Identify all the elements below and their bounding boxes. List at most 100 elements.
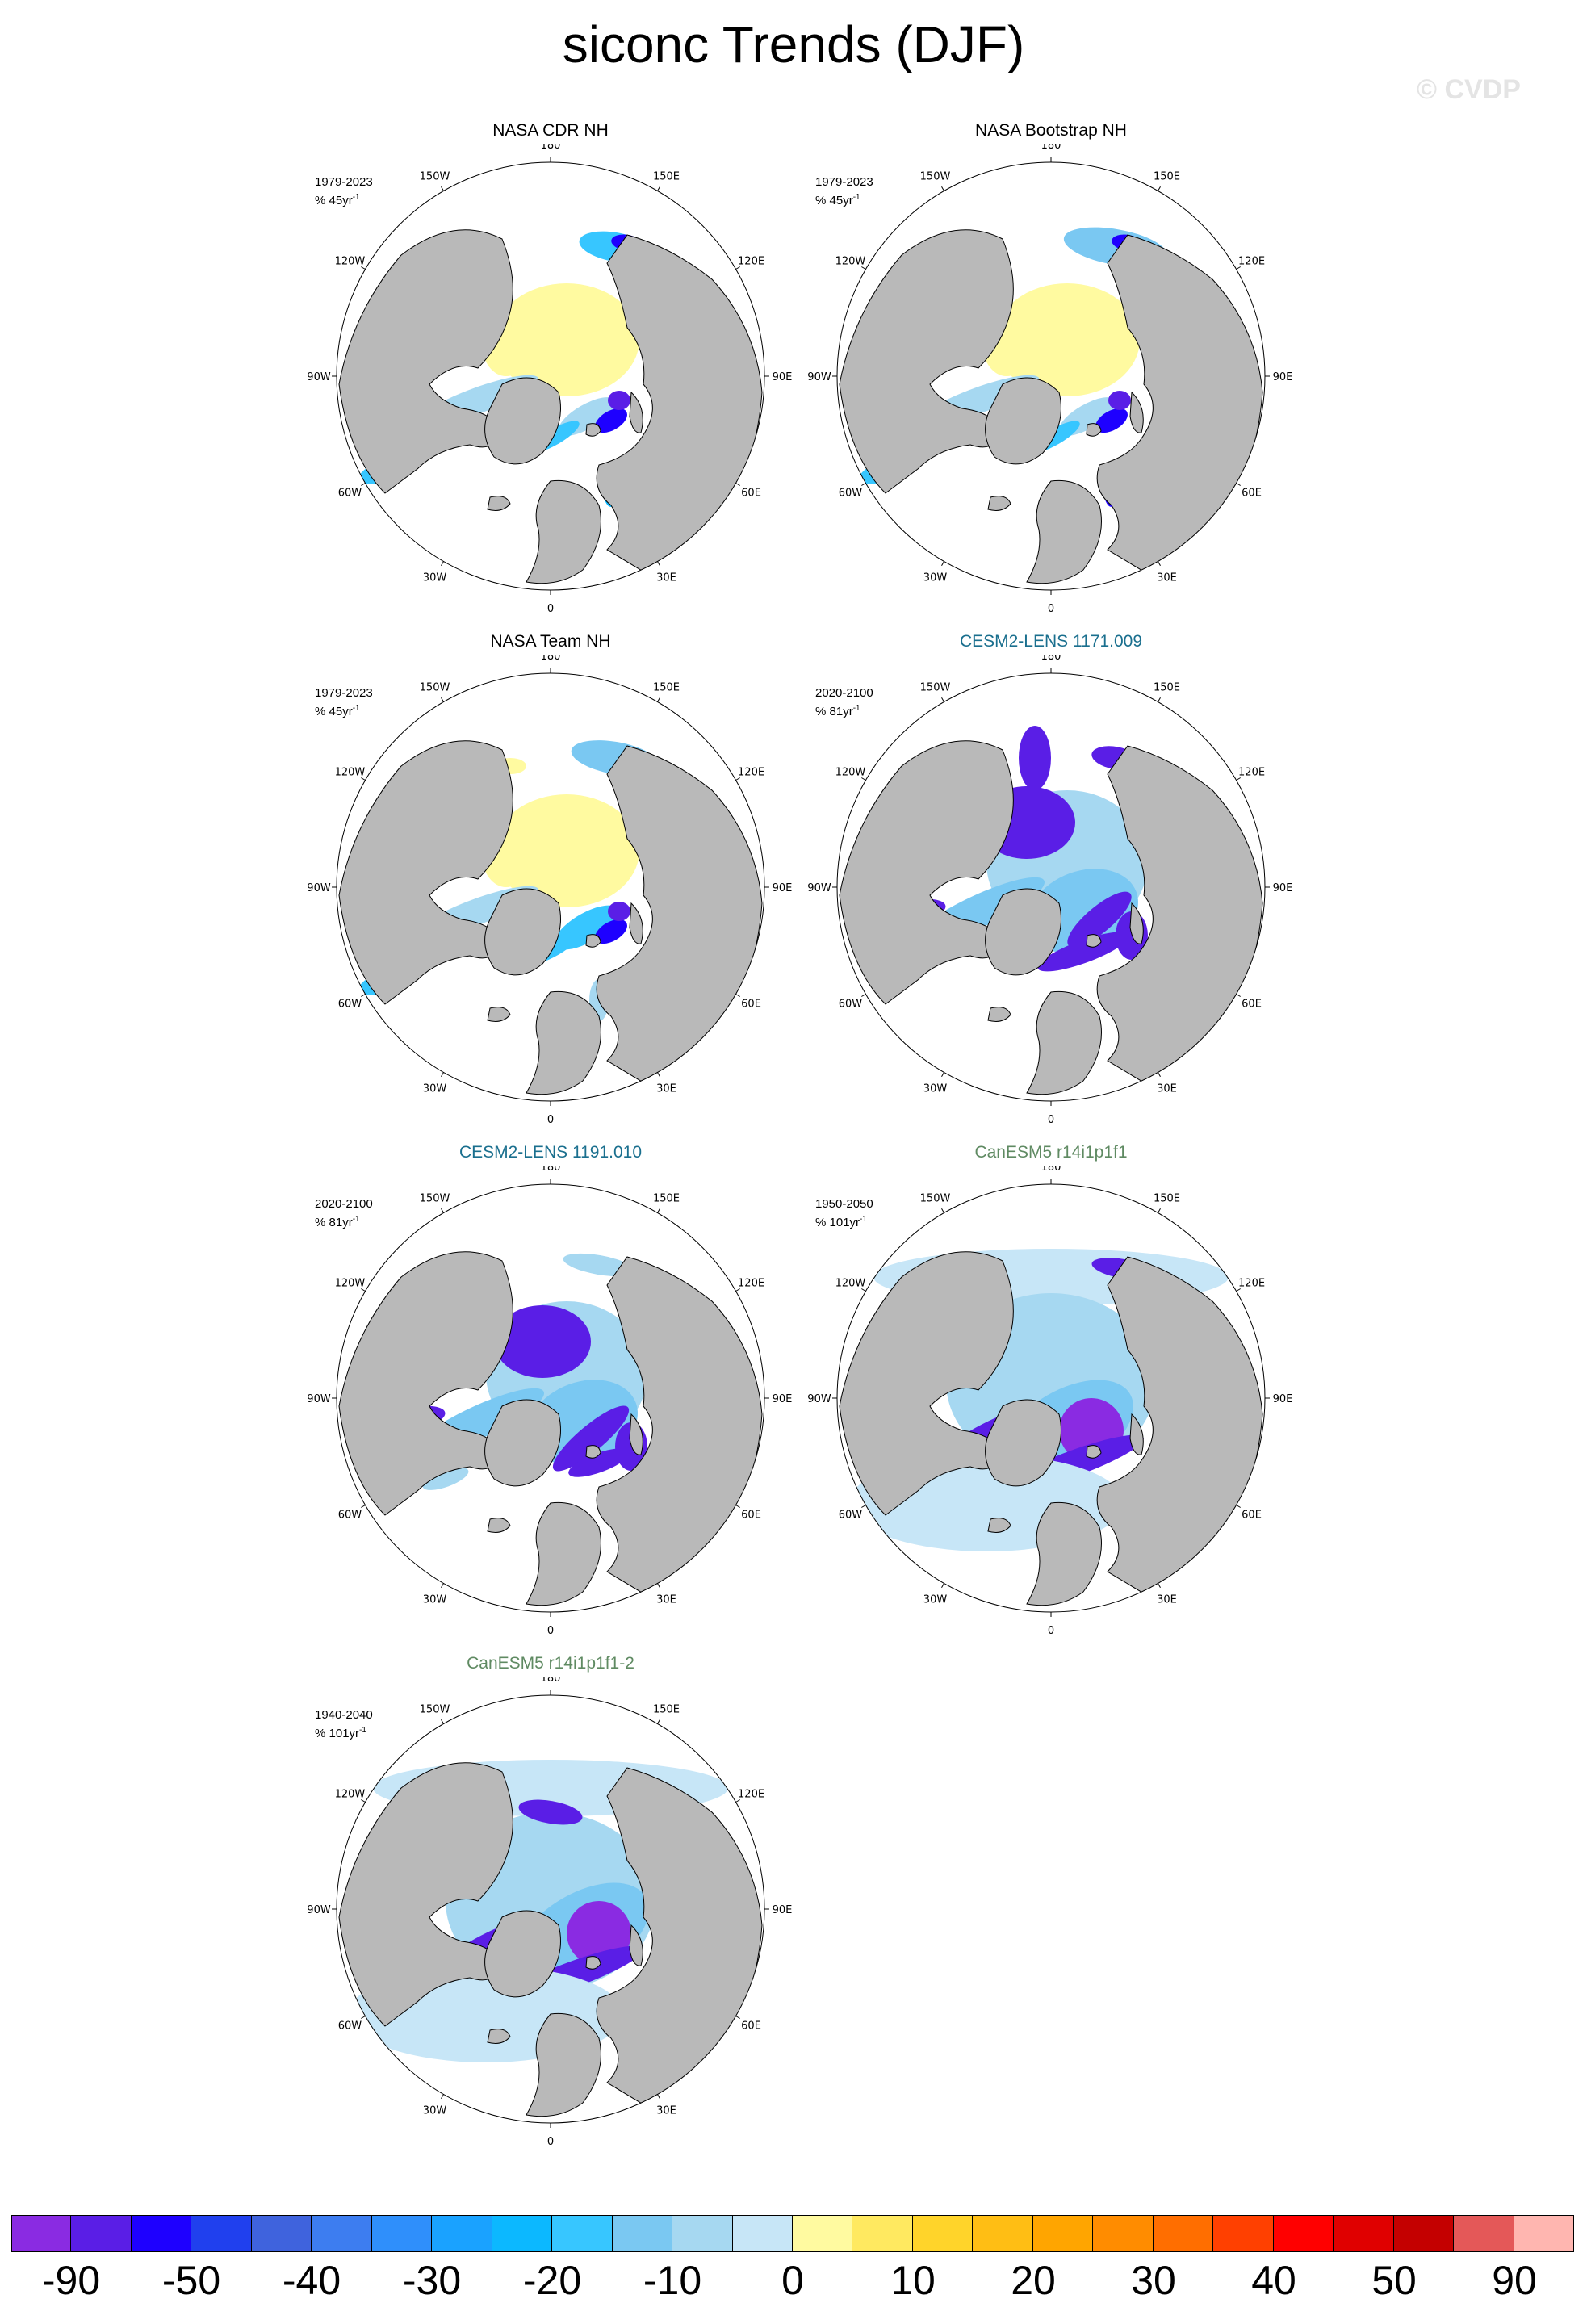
colorbar-swatch xyxy=(1334,2215,1394,2252)
longitude-tick xyxy=(657,186,660,191)
colorbar xyxy=(11,2215,1574,2255)
longitude-label: 60E xyxy=(741,488,761,500)
longitude-tick xyxy=(361,2016,366,2019)
longitude-label: 90W xyxy=(307,371,331,383)
longitude-tick xyxy=(1158,1583,1161,1588)
map-panel: NASA Bootstrap NH 1979-2023% 45yr-1 180 150… xyxy=(801,121,1301,613)
land-mass xyxy=(596,1256,763,1597)
longitude-label: 30W xyxy=(423,1594,447,1606)
longitude-label: 30E xyxy=(656,1083,676,1095)
period-units: % 81yr-1 xyxy=(315,1212,373,1230)
sea-ice-trend-patch xyxy=(595,919,627,944)
longitude-label: 180 xyxy=(541,144,561,152)
map-panel: NASA Team NH 1979-2023% 45yr-1 180 150E 120E… xyxy=(300,632,801,1124)
colorbar-swatch xyxy=(1514,2215,1574,2252)
colorbar-swatch xyxy=(312,2215,372,2252)
polar-stereographic-map: 180 150E 120E 90E 60E 30E 0 30W 60W 90W 120W 150W xyxy=(807,144,1293,612)
longitude-tick xyxy=(1236,1288,1241,1292)
land-mass xyxy=(585,1445,601,1459)
land-mass xyxy=(487,1518,511,1533)
land-mass xyxy=(839,229,1014,494)
longitude-label: 60E xyxy=(741,1510,761,1522)
longitude-tick xyxy=(361,777,366,781)
colorbar-swatch xyxy=(793,2215,853,2252)
sea-ice-trend-patch xyxy=(422,1468,469,1490)
map-panel: CESM2-LENS 1171.009 2020-2100% 81yr-1 180 1… xyxy=(801,632,1301,1124)
colorbar-swatch xyxy=(251,2215,312,2252)
land-mass xyxy=(1129,902,1144,944)
longitude-tick xyxy=(861,777,866,781)
sea-ice-trend-patch xyxy=(994,283,1140,396)
units-exponent: -1 xyxy=(352,193,360,202)
longitude-tick xyxy=(441,186,444,191)
colorbar-swatch xyxy=(732,2215,793,2252)
longitude-tick xyxy=(1158,1072,1161,1077)
longitude-tick xyxy=(1236,994,1241,997)
longitude-tick xyxy=(441,2094,444,2099)
map-panel: NASA CDR NH 1979-2023% 45yr-1 180 150E 120E 9… xyxy=(300,121,801,613)
colorbar-swatch xyxy=(1153,2215,1214,2252)
period-units: % 81yr-1 xyxy=(815,701,873,719)
land-mass xyxy=(596,745,763,1086)
land-mass xyxy=(985,1399,1061,1487)
longitude-tick xyxy=(861,1288,866,1292)
sea-ice-trend-patch xyxy=(608,391,630,410)
longitude-tick xyxy=(1236,483,1241,486)
longitude-label: 0 xyxy=(547,1114,554,1123)
longitude-tick xyxy=(861,1505,866,1508)
land-mass xyxy=(629,902,643,944)
longitude-label: 60W xyxy=(338,999,362,1011)
map-panel: CanESM5 r14i1p1f1-2 1940-2040% 101yr-1 180… xyxy=(300,1654,801,2146)
longitude-label: 0 xyxy=(547,1625,554,1634)
colorbar-swatch xyxy=(71,2215,132,2252)
colorbar-swatch xyxy=(11,2215,72,2252)
longitude-tick xyxy=(735,1799,740,1803)
sea-ice-trend-patch xyxy=(563,1253,635,1277)
land-mass xyxy=(484,888,561,976)
period-label: 2020-2100% 81yr-1 xyxy=(315,1196,373,1230)
longitude-label: 90W xyxy=(807,1393,831,1405)
longitude-label: 90W xyxy=(307,882,331,894)
sea-ice-trend-patch xyxy=(595,408,627,433)
period-years: 2020-2100 xyxy=(815,686,873,700)
units-exponent: -1 xyxy=(852,193,860,202)
land-mass xyxy=(338,1251,513,1516)
longitude-tick xyxy=(941,561,944,566)
period-label: 1979-2023% 45yr-1 xyxy=(315,174,373,208)
panel-title: CanESM5 r14i1p1f1-2 xyxy=(467,1654,634,1673)
longitude-label: 90E xyxy=(1273,371,1293,383)
colorbar-tick-label: -50 xyxy=(161,2258,221,2303)
longitude-label: 30W xyxy=(923,572,948,584)
longitude-tick xyxy=(1158,697,1161,702)
longitude-label: 30W xyxy=(423,2105,447,2117)
land-mass xyxy=(487,496,511,511)
land-mass xyxy=(484,377,561,465)
longitude-tick xyxy=(1158,186,1161,191)
colorbar-tick-label: -10 xyxy=(643,2258,702,2303)
longitude-label: 60E xyxy=(1242,1510,1262,1522)
units-text: % 81yr xyxy=(315,1216,353,1229)
figure-title: siconc Trends (DJF) xyxy=(562,15,1025,73)
longitude-label: 120W xyxy=(335,767,366,779)
map-panel: CESM2-LENS 1191.010 2020-2100% 81yr-1 180 1… xyxy=(300,1143,801,1635)
colorbar-swatch xyxy=(131,2215,192,2252)
colorbar-swatch xyxy=(1093,2215,1154,2252)
land-mass xyxy=(985,377,1061,465)
colorbar-swatch xyxy=(672,2215,733,2252)
panel-title: NASA Bootstrap NH xyxy=(975,121,1127,140)
longitude-label: 180 xyxy=(1041,1166,1061,1174)
longitude-label: 120W xyxy=(835,767,866,779)
colorbar-swatch xyxy=(912,2215,974,2252)
colorbar-swatch xyxy=(371,2215,433,2252)
longitude-tick xyxy=(657,1208,660,1213)
polar-stereographic-map: 180 150E 120E 90E 60E 30E 0 30W 60W 90W 120W 150W xyxy=(807,1166,1292,1634)
longitude-label: 0 xyxy=(547,603,554,612)
period-label: 2020-2100% 81yr-1 xyxy=(815,685,873,719)
longitude-label: 60E xyxy=(1242,488,1262,500)
longitude-tick xyxy=(735,266,740,270)
longitude-tick xyxy=(735,994,740,997)
longitude-tick xyxy=(1236,1505,1241,1508)
longitude-label: 150E xyxy=(653,1192,680,1204)
longitude-tick xyxy=(941,1072,944,1077)
longitude-label: 30E xyxy=(656,572,676,584)
